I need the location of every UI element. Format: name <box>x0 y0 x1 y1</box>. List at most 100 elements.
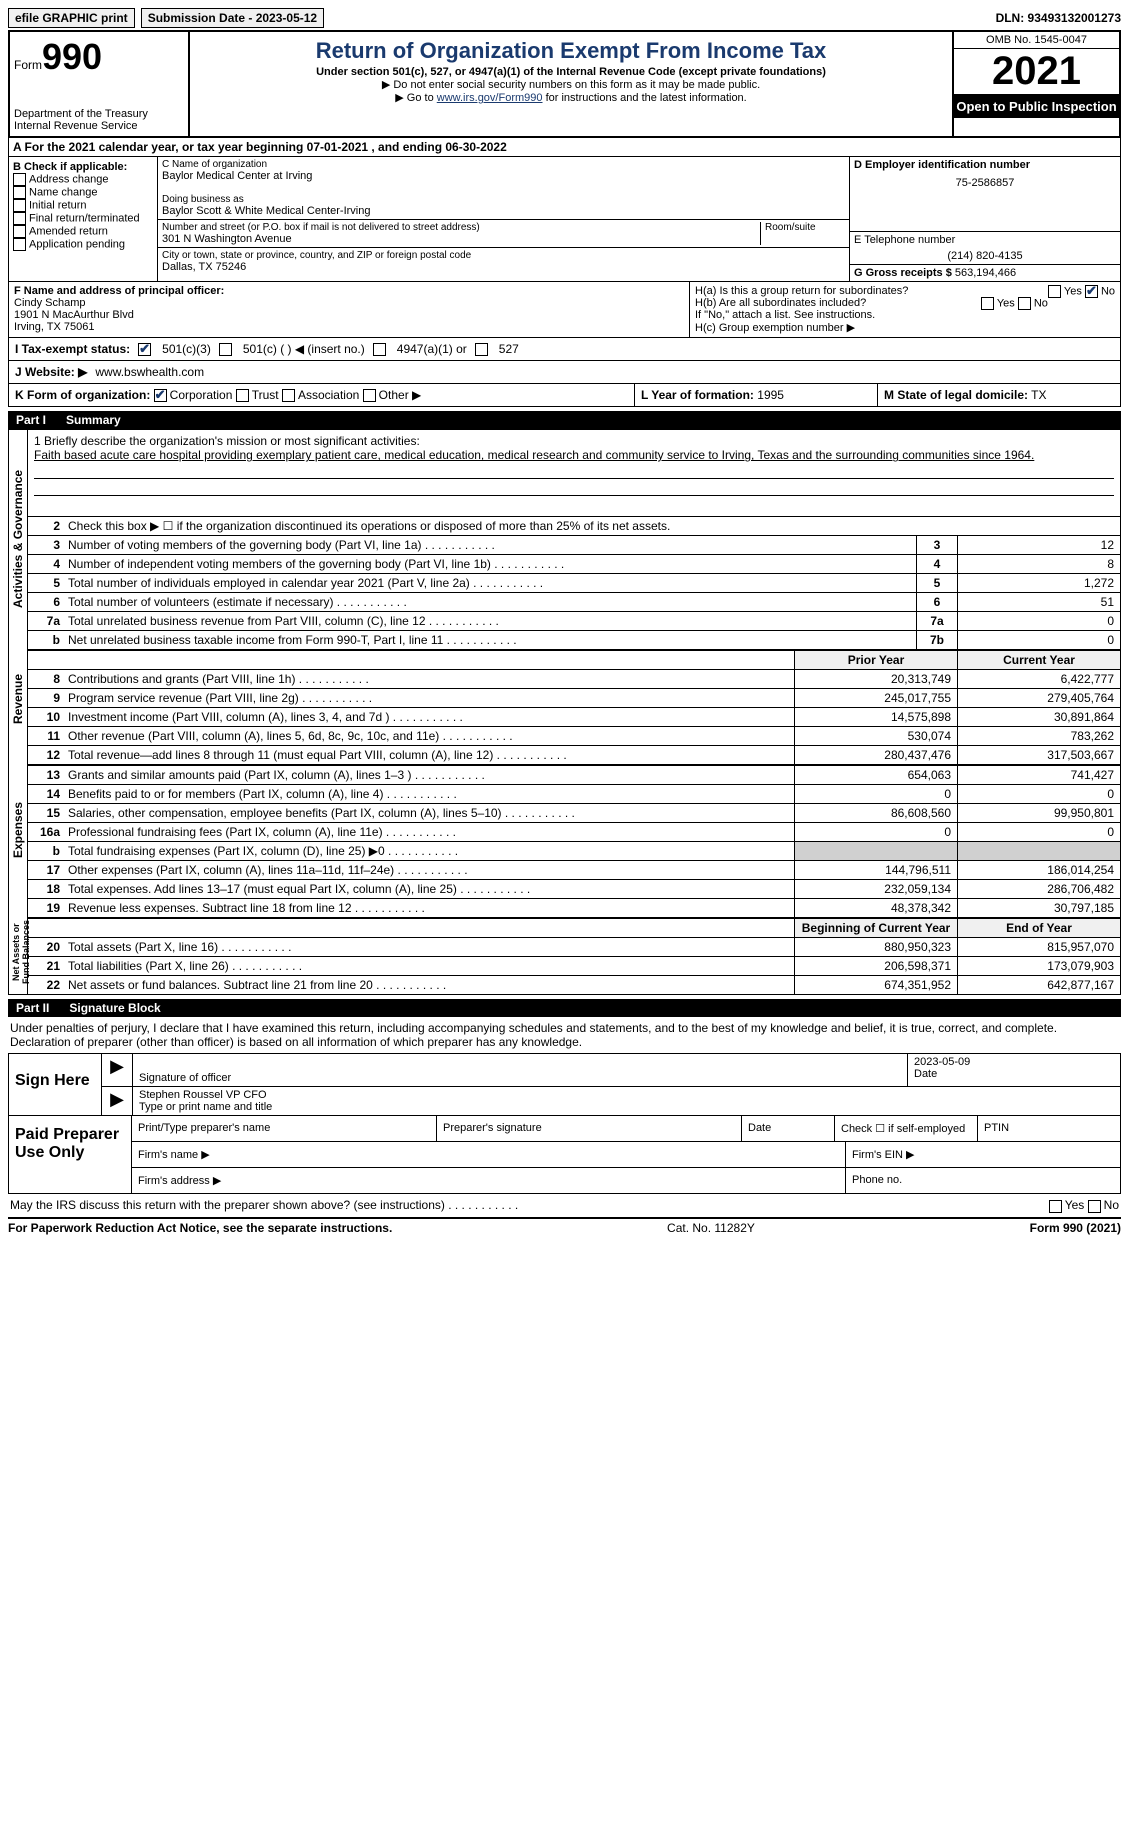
summary-line: 20Total assets (Part X, line 16)880,950,… <box>28 938 1120 957</box>
mission-text: Faith based acute care hospital providin… <box>34 448 1114 462</box>
summary-line: bTotal fundraising expenses (Part IX, co… <box>28 842 1120 861</box>
col-b: B Check if applicable: Address changeNam… <box>9 157 158 281</box>
discuss-row: May the IRS discuss this return with the… <box>8 1194 1121 1216</box>
addr-label: Number and street (or P.O. box if mail i… <box>162 222 756 233</box>
part2-header: Part II Signature Block <box>8 999 1121 1017</box>
tab-revenue: Revenue <box>9 647 28 750</box>
summary-line: 13Grants and similar amounts paid (Part … <box>28 766 1120 785</box>
summary-line: 5Total number of individuals employed in… <box>28 574 1120 593</box>
summary-line: 3Number of voting members of the governi… <box>28 536 1120 555</box>
city-value: Dallas, TX 75246 <box>162 261 845 273</box>
row-fh: F Name and address of principal officer:… <box>8 282 1121 338</box>
tab-netassets: Net Assets or Fund Balances <box>9 910 28 994</box>
k-form-org: K Form of organization: Corporation Trus… <box>9 384 635 406</box>
summary-line: 9Program service revenue (Part VIII, lin… <box>28 689 1120 708</box>
b-label: B Check if applicable: <box>13 161 153 173</box>
officer-name: Stephen Roussel VP CFO <box>139 1089 1114 1101</box>
irs-label: Internal Revenue Service <box>14 120 184 132</box>
c-name-label: C Name of organization <box>162 159 845 170</box>
ha-yes-checkbox[interactable] <box>1048 285 1061 298</box>
c-addr-cell: Number and street (or P.O. box if mail i… <box>158 220 849 248</box>
tab-expenses: Expenses <box>9 750 28 910</box>
g-value: 563,194,466 <box>955 267 1016 279</box>
website-value: www.bswhealth.com <box>95 365 204 379</box>
b-option: Final return/terminated <box>13 212 153 225</box>
header-left: Form990 Department of the Treasury Inter… <box>10 32 190 136</box>
i-501c-checkbox[interactable] <box>219 343 232 356</box>
sign-here-label: Sign Here <box>9 1054 102 1115</box>
mission-block: 1 Briefly describe the organization's mi… <box>28 430 1120 517</box>
j-website: J Website: ▶ www.bswhealth.com <box>8 361 1121 384</box>
form-note1: ▶ Do not enter social security numbers o… <box>194 78 948 91</box>
g-label: G Gross receipts $ <box>854 267 952 279</box>
e-phone-cell: E Telephone number (214) 820-4135 <box>850 232 1120 265</box>
form990-link[interactable]: www.irs.gov/Form990 <box>437 92 543 104</box>
i-501c3-checkbox[interactable] <box>138 343 151 356</box>
c-name-cell: C Name of organization Baylor Medical Ce… <box>158 157 849 220</box>
d-ein-cell: D Employer identification number 75-2586… <box>850 157 1120 232</box>
line-a: A For the 2021 calendar year, or tax yea… <box>8 138 1121 157</box>
dba-label: Doing business as <box>162 194 845 205</box>
discuss-yes-checkbox[interactable] <box>1049 1200 1062 1213</box>
summary-table: Activities & Governance Revenue Expenses… <box>8 429 1121 995</box>
hb-yes-checkbox[interactable] <box>981 297 994 310</box>
summary-line: 14Benefits paid to or for members (Part … <box>28 785 1120 804</box>
form-header: Form990 Department of the Treasury Inter… <box>8 30 1121 138</box>
k-corp-checkbox[interactable] <box>154 389 167 402</box>
form-subtitle: Under section 501(c), 527, or 4947(a)(1)… <box>194 66 948 78</box>
h-section: H(a) Is this a group return for subordin… <box>690 282 1120 337</box>
b-option: Amended return <box>13 225 153 238</box>
cat-no: Cat. No. 11282Y <box>667 1221 755 1235</box>
paid-preparer-label: Paid Preparer Use Only <box>9 1116 132 1193</box>
paperwork-notice: For Paperwork Reduction Act Notice, see … <box>8 1221 392 1235</box>
ha-no-checkbox[interactable] <box>1085 285 1098 298</box>
dba-value: Baylor Scott & White Medical Center-Irvi… <box>162 205 845 217</box>
na-header: Beginning of Current Year End of Year <box>28 917 1120 938</box>
summary-line: 21Total liabilities (Part X, line 26)206… <box>28 957 1120 976</box>
efile-label: efile GRAPHIC print <box>8 8 135 28</box>
summary-line: 22Net assets or fund balances. Subtract … <box>28 976 1120 994</box>
line-2: 2 Check this box ▶ ☐ if the organization… <box>28 517 1120 536</box>
form-title: Return of Organization Exempt From Incom… <box>194 38 948 64</box>
city-label: City or town, state or province, country… <box>162 250 845 261</box>
arrow-icon: ▶ <box>102 1054 133 1086</box>
summary-line: bNet unrelated business taxable income f… <box>28 631 1120 649</box>
klm-row: K Form of organization: Corporation Trus… <box>8 384 1121 407</box>
summary-line: 7aTotal unrelated business revenue from … <box>28 612 1120 631</box>
i-527-checkbox[interactable] <box>475 343 488 356</box>
sign-block: Sign Here ▶ Signature of officer 2023-05… <box>8 1053 1121 1116</box>
tab-activities: Activities & Governance <box>9 430 28 647</box>
g-receipts-cell: G Gross receipts $ 563,194,466 <box>850 265 1120 281</box>
form-label: Form <box>14 58 42 72</box>
summary-line: 19Revenue less expenses. Subtract line 1… <box>28 899 1120 917</box>
e-label: E Telephone number <box>854 234 1116 246</box>
arrow-icon: ▶ <box>102 1087 133 1115</box>
summary-line: 11Other revenue (Part VIII, column (A), … <box>28 727 1120 746</box>
header-right: OMB No. 1545-0047 2021 Open to Public In… <box>954 32 1119 136</box>
i-4947-checkbox[interactable] <box>373 343 386 356</box>
m-state: M State of legal domicile: TX <box>878 384 1120 406</box>
name-label: Type or print name and title <box>139 1101 1114 1113</box>
b-option: Address change <box>13 173 153 186</box>
room-label: Room/suite <box>761 222 845 245</box>
k-assoc-checkbox[interactable] <box>282 389 295 402</box>
summary-line: 12Total revenue—add lines 8 through 11 (… <box>28 746 1120 764</box>
ein-value: 75-2586857 <box>854 171 1116 189</box>
c-city-cell: City or town, state or province, country… <box>158 248 849 275</box>
summary-body: 1 Briefly describe the organization's mi… <box>28 430 1120 994</box>
tax-year: 2021 <box>954 49 1119 95</box>
penalty-text: Under penalties of perjury, I declare th… <box>8 1017 1121 1053</box>
form-ref: Form 990 (2021) <box>1030 1221 1121 1235</box>
form-number: 990 <box>42 36 102 77</box>
discuss-no-checkbox[interactable] <box>1088 1200 1101 1213</box>
open-inspection: Open to Public Inspection <box>954 95 1119 118</box>
f-officer: F Name and address of principal officer:… <box>9 282 690 337</box>
summary-line: 15Salaries, other compensation, employee… <box>28 804 1120 823</box>
summary-line: 18Total expenses. Add lines 13–17 (must … <box>28 880 1120 899</box>
summary-line: 16aProfessional fundraising fees (Part I… <box>28 823 1120 842</box>
hb-no-checkbox[interactable] <box>1018 297 1031 310</box>
k-trust-checkbox[interactable] <box>236 389 249 402</box>
k-other-checkbox[interactable] <box>363 389 376 402</box>
info-grid: B Check if applicable: Address changeNam… <box>8 157 1121 282</box>
dln: DLN: 93493132001273 <box>996 11 1121 25</box>
